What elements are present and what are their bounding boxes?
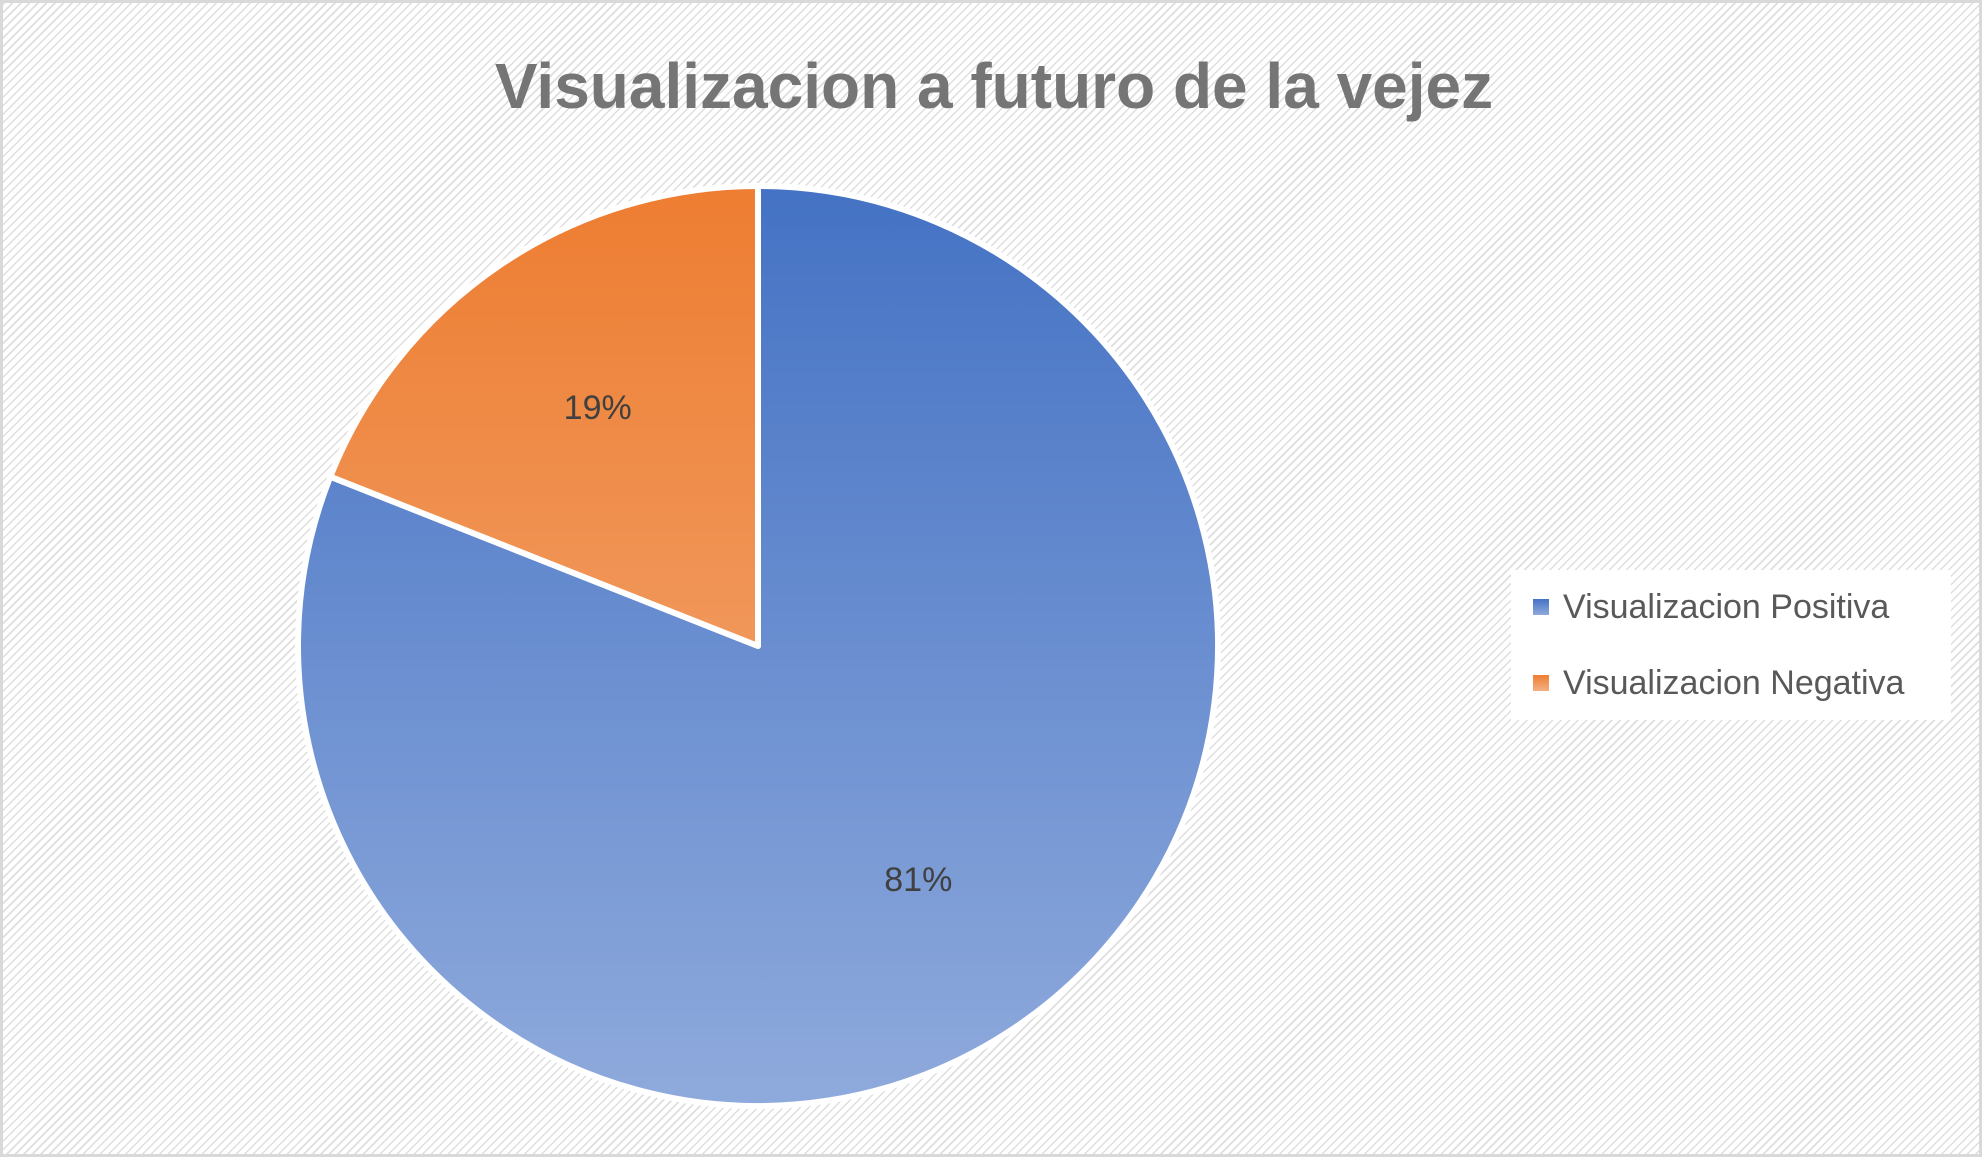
legend-item-negative[interactable]: Visualizacion Negativa xyxy=(1533,658,1904,708)
legend-label-positive: Visualizacion Positiva xyxy=(1563,587,1890,626)
data-label-positive: 81% xyxy=(884,861,952,899)
legend-label-negative: Visualizacion Negativa xyxy=(1563,663,1905,702)
chart-title: Visualizacion a futuro de la vejez xyxy=(494,50,1494,122)
pie-slice-negative[interactable] xyxy=(327,183,761,649)
legend-swatch-negative xyxy=(1533,675,1549,691)
legend-item-positive[interactable]: Visualizacion Positiva xyxy=(1533,582,1889,632)
pie-chart: 81% 19% xyxy=(295,183,1221,1109)
data-label-negative: 19% xyxy=(564,389,632,427)
legend: Visualizacion Positiva Visualizacion Neg… xyxy=(1511,570,1951,720)
legend-swatch-positive xyxy=(1533,599,1549,615)
